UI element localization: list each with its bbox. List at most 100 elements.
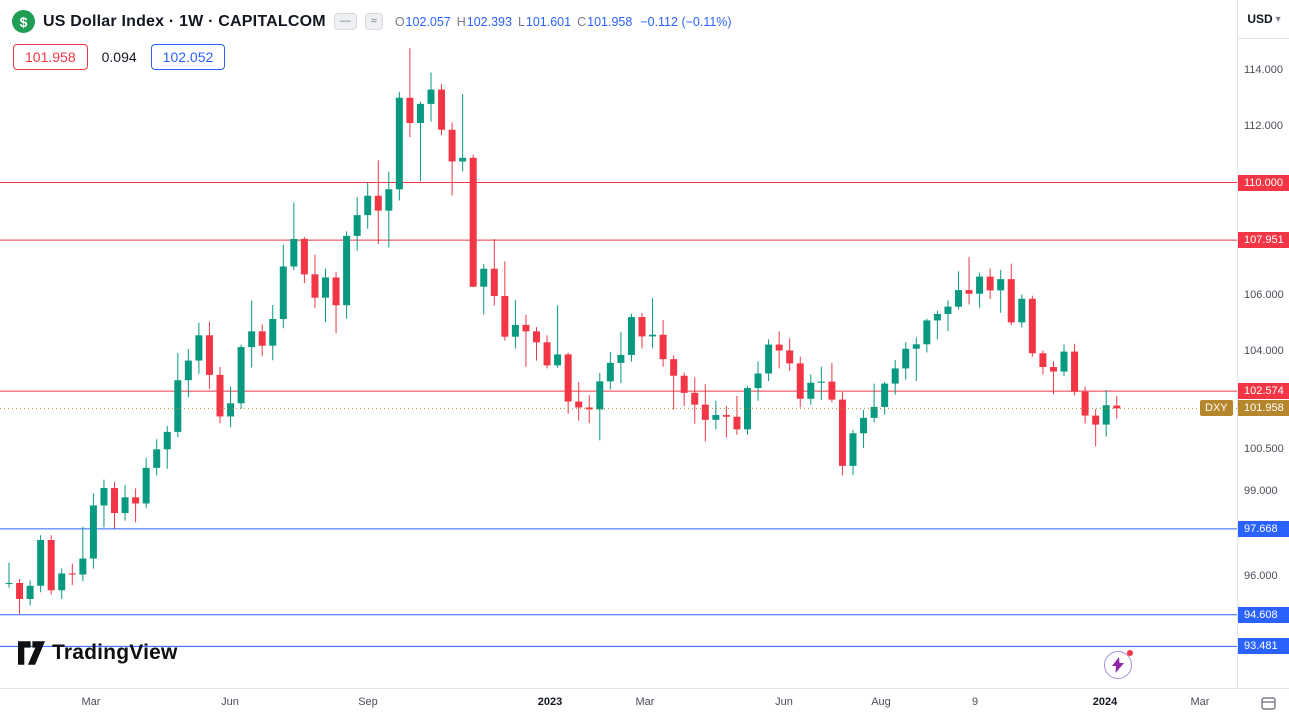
candlestick-chart[interactable] — [0, 0, 1237, 688]
candle-body — [1060, 351, 1068, 372]
candle-body — [353, 215, 361, 236]
candle-body — [955, 290, 962, 307]
candle-body — [174, 380, 182, 432]
candle-body — [933, 313, 941, 321]
candle-body — [775, 344, 783, 351]
candle-body — [269, 319, 277, 346]
candle-body — [976, 276, 984, 294]
tradingview-logo[interactable]: TradingView — [18, 641, 178, 665]
candle-body — [469, 157, 477, 287]
time-tick: 9 — [971, 696, 979, 708]
candle-body — [744, 388, 751, 430]
candle-body — [153, 449, 161, 468]
candle-body — [701, 404, 709, 420]
time-tick: Sep — [358, 696, 378, 708]
candle-body — [691, 392, 699, 405]
price-tick: 96.000 — [1244, 569, 1278, 582]
candle-body — [870, 406, 878, 418]
candle-body — [1018, 298, 1026, 323]
candle-body — [364, 195, 372, 216]
candle-body — [765, 344, 773, 374]
candle-body — [838, 399, 846, 466]
candle-body — [881, 383, 889, 407]
candle-body — [100, 488, 108, 506]
price-tick: 114.000 — [1244, 64, 1283, 77]
candle-body — [385, 189, 393, 211]
currency-label: USD — [1247, 12, 1273, 26]
candle-body — [596, 381, 604, 410]
sell-price-button[interactable]: 101.958 — [13, 44, 88, 70]
candle-body — [58, 573, 66, 591]
candle-body — [227, 403, 235, 417]
candle-body — [828, 381, 836, 400]
buy-price-button[interactable]: 102.052 — [150, 44, 226, 70]
candle-body — [817, 381, 825, 383]
price-tick: 99.000 — [1244, 485, 1278, 498]
spread-value: 0.094 — [101, 49, 137, 65]
candle-body — [733, 416, 741, 430]
candle-body — [1039, 353, 1047, 368]
candle-body — [68, 573, 76, 575]
candle-body — [216, 374, 224, 417]
candle-body — [849, 433, 857, 466]
price-level-badge: 97.668 — [1238, 520, 1289, 537]
price-tick: 104.000 — [1244, 345, 1284, 358]
candle-body — [543, 342, 551, 366]
tradingview-logo-text: TradingView — [52, 641, 178, 664]
chevron-down-icon: ▾ — [1275, 13, 1281, 25]
candle-body — [290, 238, 298, 267]
candle-body — [1028, 298, 1036, 354]
candle-body — [26, 585, 34, 599]
candle-body — [796, 363, 804, 399]
ohlc-item: O102.057 — [394, 14, 451, 29]
candle-body — [533, 331, 540, 343]
ohlc-item: C101.958 — [577, 14, 633, 29]
candle-body — [1049, 367, 1057, 372]
price-tick: 106.000 — [1244, 288, 1284, 301]
symbol-price-line-label: DXY — [1200, 400, 1233, 417]
tradingview-logomark-icon — [18, 641, 45, 665]
candle-body — [1102, 405, 1110, 425]
candle-body — [459, 157, 467, 162]
candle-body — [237, 347, 245, 404]
candle-body — [142, 467, 150, 504]
price-axis[interactable]: 114.000 112.000 106.000 104.000 100.500 99.00… — [1237, 0, 1289, 688]
candle-body — [248, 331, 256, 348]
candle-body — [912, 344, 920, 349]
candle-body — [786, 350, 794, 364]
candle-body — [438, 89, 446, 130]
candle-body — [332, 277, 340, 306]
candle-body — [343, 235, 351, 306]
candle-body — [754, 373, 762, 389]
approx-indicator-icon[interactable]: ≈ — [364, 13, 383, 30]
time-axis[interactable]: Mar Jun Sep 2023 Mar Jun Aug 9 2024 Mar — [0, 688, 1289, 716]
candle-body — [585, 407, 593, 410]
candle-body — [300, 238, 308, 275]
time-tick: 2023 — [537, 696, 563, 708]
candle-body — [659, 334, 667, 360]
candle-body — [670, 359, 678, 376]
candle-body — [965, 290, 973, 294]
candle-body — [944, 306, 952, 314]
flash-status-icon[interactable] — [1104, 650, 1133, 679]
candle-body — [860, 417, 868, 434]
trade-panel: 101.958 0.094 102.052 — [13, 44, 226, 70]
candle-body — [448, 129, 456, 162]
candle-body — [205, 335, 213, 375]
candle-body — [902, 348, 910, 369]
hide-indicator-icon[interactable]: — — [333, 13, 357, 30]
candle-body — [606, 362, 614, 382]
axis-settings-icon[interactable] — [1258, 694, 1278, 712]
candle-body — [712, 415, 720, 420]
candle-body — [807, 382, 815, 399]
symbol-title[interactable]: US Dollar Index · 1W · CAPITALCOM — [43, 12, 326, 30]
time-tick: Mar — [81, 696, 101, 708]
time-tick: Aug — [871, 696, 891, 708]
candle-body — [891, 368, 899, 384]
currency-selector[interactable]: USD ▾ — [1237, 0, 1289, 39]
candle-body — [1081, 391, 1089, 416]
candle-body — [37, 540, 45, 586]
candle-body — [416, 103, 424, 123]
candle-body — [564, 354, 572, 402]
current-price-badge: 101.958 — [1238, 400, 1289, 417]
